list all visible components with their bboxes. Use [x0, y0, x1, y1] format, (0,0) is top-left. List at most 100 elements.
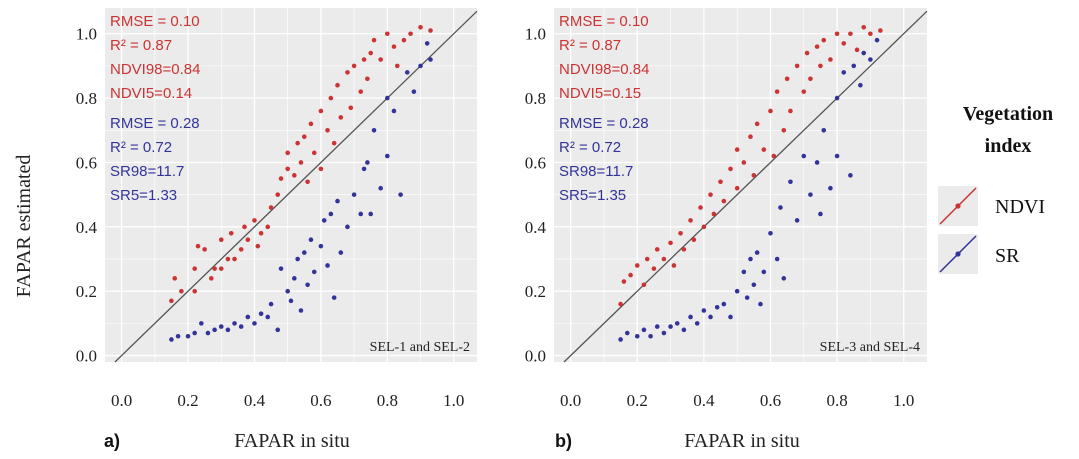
x-tick-label: 0.4	[244, 391, 266, 410]
legend-marker-sr	[955, 251, 961, 257]
x-tick-label: 0.6	[760, 391, 781, 410]
ndvi-point	[358, 89, 364, 94]
ndvi-point	[641, 282, 647, 288]
ndvi-stat-line: RMSE = 0.10	[110, 13, 200, 30]
ndvi-point	[621, 279, 627, 284]
legend-title-line2: index	[985, 135, 1032, 157]
y-tick-label: 1.0	[525, 25, 546, 44]
ndvi-point	[418, 25, 423, 30]
sr-point	[874, 37, 880, 43]
y-tick-label: 1.0	[76, 25, 97, 44]
sr-point	[768, 230, 773, 236]
sr-point	[821, 127, 827, 133]
sr-stat-line: SR98=11.7	[559, 163, 633, 180]
sr-point	[199, 321, 204, 326]
y-tick-label: 0.8	[525, 89, 546, 108]
sr-point	[661, 330, 667, 336]
y-tick-label: 0.6	[76, 153, 97, 172]
sr-point	[345, 224, 350, 230]
sr-point	[245, 314, 251, 320]
sr-point	[232, 321, 237, 326]
ndvi-point	[301, 134, 307, 140]
panel-label: a)	[104, 431, 120, 451]
panel-a: 0.0 0.2 0.4 0.6 0.8 1.0 0.0 0.2 0.4 0.6 0.8 1.0 RM…	[76, 8, 478, 452]
x-tick-label: 0.2	[627, 391, 648, 410]
sr-point	[305, 282, 310, 288]
sr-point	[641, 327, 647, 333]
ndvi-point	[351, 63, 357, 69]
sr-point	[728, 314, 733, 320]
sr-point	[371, 127, 377, 133]
ndvi-point	[814, 44, 820, 49]
ndvi-point	[391, 44, 397, 49]
sr-point	[618, 337, 623, 342]
ndvi-point	[275, 192, 281, 197]
sr-point	[385, 95, 390, 101]
sr-point	[741, 269, 747, 275]
ndvi-point	[218, 237, 224, 243]
sr-point	[275, 327, 281, 333]
ndvi-point	[318, 166, 324, 172]
sr-point	[714, 304, 720, 310]
ndvi-point	[401, 37, 407, 43]
sr-point	[378, 185, 383, 191]
ndvi-stat-line: RMSE = 0.10	[559, 13, 649, 30]
ndvi-point	[378, 57, 383, 62]
sr-point	[794, 218, 800, 223]
sr-point	[325, 263, 330, 268]
scatter-points	[618, 25, 883, 342]
sr-stat-line: R² = 0.72	[559, 139, 621, 156]
plot-background	[554, 8, 927, 362]
ndvi-point	[691, 237, 697, 243]
sr-point	[292, 276, 297, 281]
sr-point	[828, 185, 833, 191]
ndvi-point	[661, 256, 667, 262]
sr-point	[424, 41, 430, 46]
legend-entry-sr: SR	[938, 234, 1020, 274]
ndvi-point	[701, 224, 707, 230]
x-tick-label: 0.4	[693, 391, 715, 410]
ndvi-point	[348, 105, 354, 111]
sr-point	[761, 269, 767, 275]
sr-point	[758, 301, 763, 307]
sr-point	[358, 211, 364, 217]
sr-point	[674, 321, 680, 326]
sr-point	[335, 198, 340, 204]
x-tick-label: 0.8	[826, 391, 847, 410]
sr-point	[668, 324, 673, 329]
legend-entry-ndvi: NDVI	[938, 186, 1045, 226]
sr-point	[818, 211, 823, 217]
ndvi-point	[232, 256, 237, 262]
sr-point	[781, 276, 787, 281]
ndvi-point	[878, 28, 883, 33]
ndvi-point	[848, 31, 853, 37]
sr-point	[801, 153, 807, 159]
sr-point	[751, 282, 757, 288]
sr-point	[385, 153, 390, 159]
sr-point	[688, 314, 693, 320]
ndvi-point	[808, 76, 813, 82]
ndvi-stats: RMSE = 0.10 R² = 0.87 NDVI98=0.84 NDVI5=0.1…	[110, 13, 200, 102]
y-tick-label: 0.4	[76, 218, 98, 237]
ndvi-point	[768, 108, 773, 114]
sr-point	[634, 333, 640, 339]
panel-annotation: SEL-3 and SEL-4	[820, 340, 920, 355]
y-tick-labels: 0.0 0.2 0.4 0.6 0.8 1.0	[76, 25, 98, 366]
one-to-one-line	[114, 10, 478, 363]
sr-point	[868, 57, 873, 62]
ndvi-point	[784, 76, 790, 82]
ndvi-point	[179, 288, 184, 294]
ndvi-point	[761, 147, 767, 152]
sr-point	[301, 250, 307, 255]
sr-point	[288, 298, 294, 304]
sr-point	[851, 63, 857, 69]
x-tick-label: 0.2	[177, 391, 198, 410]
ndvi-point	[734, 185, 740, 191]
sr-point	[278, 266, 284, 271]
ndvi-point	[671, 263, 677, 268]
legend-label-ndvi: NDVI	[995, 196, 1045, 218]
ndvi-point	[818, 63, 823, 69]
sr-point	[185, 333, 191, 339]
ndvi-point	[345, 70, 350, 75]
ndvi-point	[335, 82, 340, 88]
